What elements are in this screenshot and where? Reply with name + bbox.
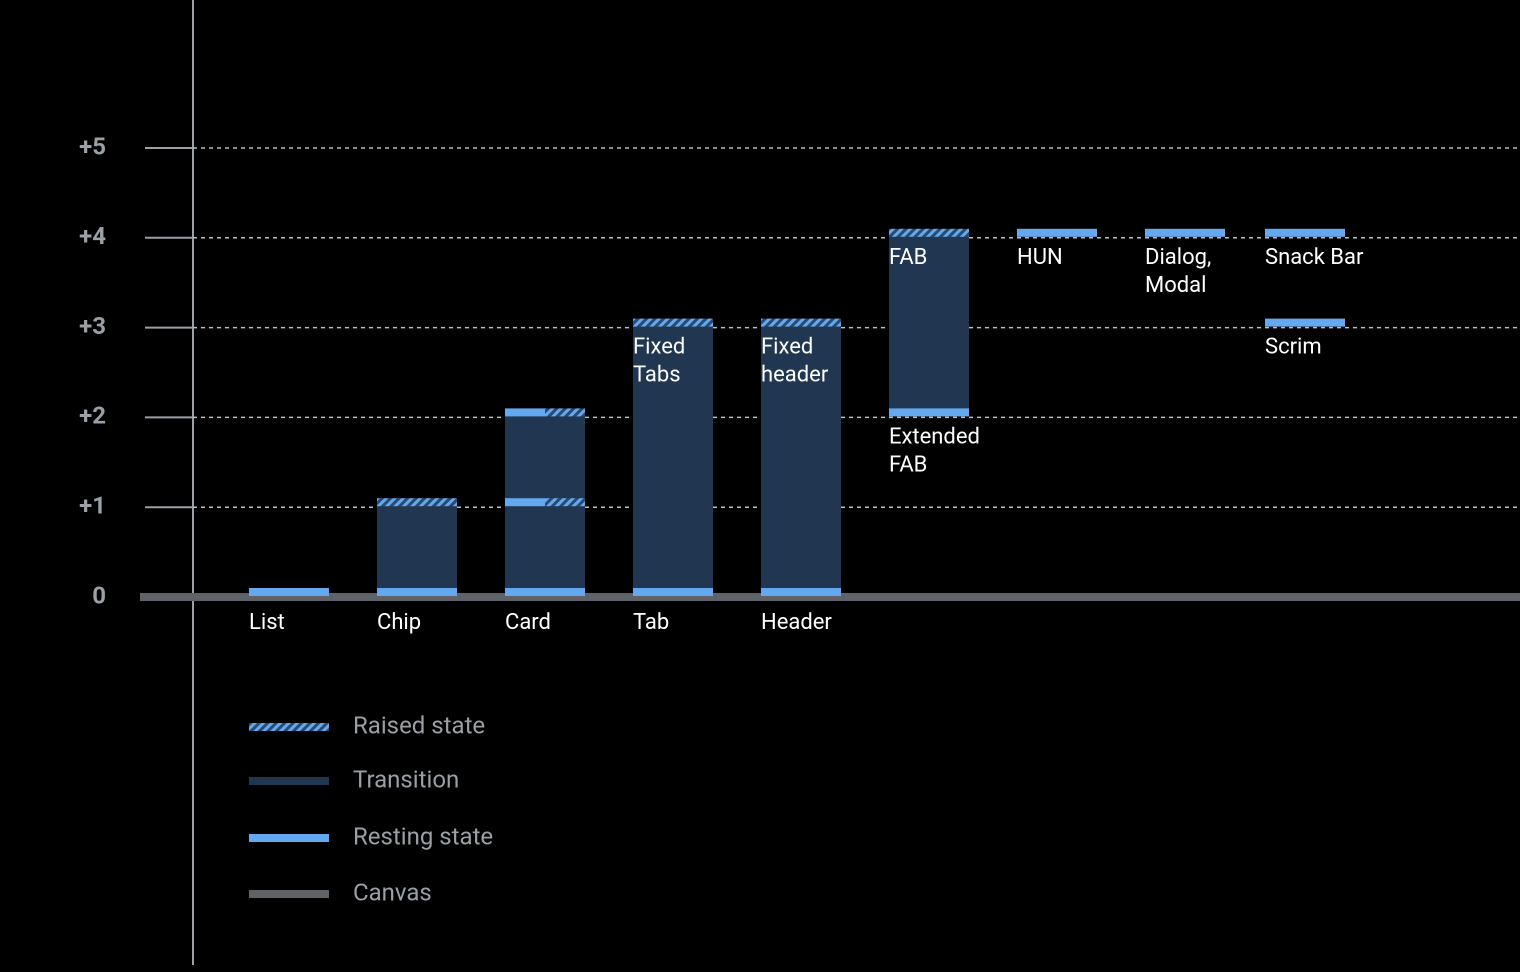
element-label: Scrim: [1265, 334, 1322, 359]
legend-swatch: [249, 890, 329, 898]
resting-mark: [377, 588, 457, 596]
transition: [377, 499, 457, 593]
y-tick-label: +1: [79, 492, 106, 520]
element-label: Extended FAB: [889, 424, 980, 477]
element-label: Snack Bar: [1265, 245, 1364, 270]
category-label: Header: [761, 610, 832, 635]
label-line: Extended: [889, 424, 980, 449]
y-tick-label: +4: [79, 222, 106, 250]
label-line: FAB: [889, 245, 927, 270]
raised-mark: [889, 228, 969, 237]
category-label: List: [249, 610, 285, 635]
legend-swatch: [249, 777, 329, 785]
label-line: HUN: [1017, 245, 1063, 270]
category-label: Tab: [633, 610, 669, 635]
y-tick-label: +5: [79, 132, 106, 160]
label-line: Snack Bar: [1265, 245, 1364, 270]
legend-label: Transition: [353, 765, 459, 793]
y-tick-label: +3: [79, 312, 106, 340]
resting-mark: [505, 588, 585, 596]
raised-mark: [545, 408, 585, 417]
raised-mark: [545, 498, 585, 507]
label-line: Scrim: [1265, 334, 1322, 359]
resting-mark: [1017, 228, 1097, 237]
label-line: Modal: [1145, 273, 1206, 298]
element-label: Dialog, Modal: [1145, 245, 1211, 298]
transition: [761, 319, 841, 593]
resting-mark: [1265, 318, 1345, 327]
label-line: Tabs: [633, 362, 681, 387]
element-label: Fixed Tabs: [633, 334, 685, 387]
label-line: Fixed: [761, 334, 813, 359]
resting-mark: [761, 588, 841, 596]
label-line: FAB: [889, 452, 927, 477]
raised-mark: [633, 318, 713, 327]
legend-label: Canvas: [353, 878, 432, 906]
legend-swatch: [249, 834, 329, 842]
element-label: HUN: [1017, 245, 1063, 270]
legend-label: Raised state: [353, 711, 485, 739]
label-line: header: [761, 362, 829, 387]
element-label: FAB: [889, 245, 927, 270]
element-label: Fixed header: [761, 334, 829, 387]
transition: [889, 229, 969, 414]
legend-swatch: [249, 723, 329, 731]
resting-mark: [249, 588, 329, 596]
transition: [633, 319, 713, 593]
label-line: Fixed: [633, 334, 685, 359]
legend-label: Resting state: [353, 822, 493, 850]
y-tick-label: +2: [79, 402, 106, 430]
resting-mark: [889, 408, 969, 417]
category-label: Card: [505, 610, 551, 635]
category-label: Chip: [377, 610, 421, 635]
raised-mark: [377, 498, 457, 507]
y-tick-label: 0: [92, 581, 106, 609]
resting-mark: [505, 408, 545, 417]
raised-mark: [761, 318, 841, 327]
resting-mark: [505, 498, 545, 507]
resting-mark: [633, 588, 713, 596]
resting-mark: [1145, 228, 1225, 237]
label-line: Dialog,: [1145, 245, 1211, 270]
resting-mark: [1265, 228, 1345, 237]
